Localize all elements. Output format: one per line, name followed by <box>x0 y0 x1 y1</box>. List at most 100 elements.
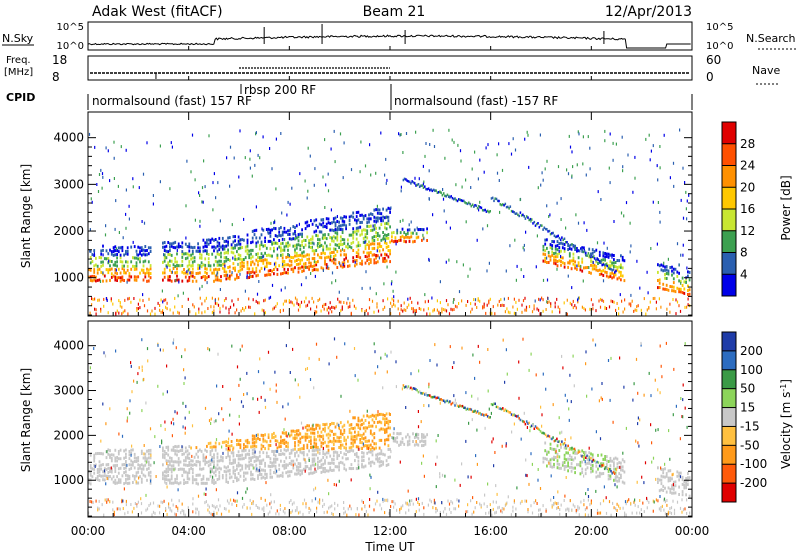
velocity-cell <box>327 432 330 436</box>
power-cell <box>115 311 117 315</box>
velocity-cell <box>560 466 562 470</box>
power-cell <box>420 184 422 187</box>
power-cell <box>447 303 449 307</box>
power-cell <box>213 245 215 249</box>
velocity-cell <box>238 414 240 418</box>
power-cell <box>283 226 286 230</box>
power-cell <box>273 306 275 310</box>
power-cell <box>184 242 187 246</box>
velocity-cell <box>667 510 669 514</box>
velocity-cell <box>174 477 177 481</box>
power-cell <box>144 245 147 248</box>
power-cell <box>220 245 222 249</box>
power-cell <box>423 308 425 312</box>
velocity-cell <box>174 467 177 471</box>
power-cell <box>327 172 329 176</box>
velocity-cell <box>140 449 143 453</box>
power-cell <box>400 133 402 136</box>
velocity-cell <box>308 467 310 471</box>
velocity-cell <box>223 465 226 469</box>
velocity-cell <box>207 460 210 464</box>
power-cell <box>364 244 367 248</box>
power-cell <box>288 232 291 236</box>
velocity-cell <box>458 504 460 508</box>
power-cell <box>123 279 125 282</box>
velocity-cell <box>368 461 370 465</box>
velocity-cell <box>473 510 475 514</box>
velocity-cell <box>394 502 396 506</box>
velocity-cell <box>382 427 384 431</box>
velocity-cell <box>382 417 384 421</box>
velocity-cell <box>315 453 318 457</box>
velocity-cell <box>329 454 332 458</box>
power-cell <box>474 150 476 154</box>
power-cell <box>322 251 325 255</box>
power-cell <box>232 251 235 255</box>
power-cell <box>297 233 300 237</box>
velocity-cell <box>505 444 507 448</box>
power-cell <box>257 263 259 267</box>
power-cell <box>239 239 241 243</box>
power-cell <box>400 308 402 312</box>
power-cell <box>121 249 124 253</box>
power-cell <box>306 265 309 269</box>
power-cell <box>292 267 295 271</box>
power-cell <box>688 292 691 296</box>
power-cell <box>95 256 97 260</box>
velocity-cell <box>184 416 186 420</box>
velocity-cell <box>369 443 372 447</box>
power-cell <box>444 156 446 160</box>
power-cell <box>415 184 417 187</box>
power-cell <box>283 267 286 271</box>
velocity-cell <box>146 467 148 471</box>
velocity-cell <box>327 478 329 482</box>
velocity-cell <box>232 454 235 458</box>
power-cell <box>185 204 187 208</box>
power-cell <box>612 141 614 145</box>
velocity-cell <box>616 457 619 461</box>
velocity-cell <box>109 453 111 457</box>
power-cell <box>255 299 257 303</box>
power-cell <box>91 200 93 204</box>
power-cell <box>311 241 314 245</box>
velocity-cell <box>619 465 621 469</box>
power-cell <box>243 308 245 312</box>
velocity-cell <box>147 359 149 363</box>
power-cell <box>619 293 621 297</box>
velocity-cell <box>255 437 258 441</box>
velocity-cell <box>214 441 217 445</box>
velocity-cell <box>328 492 330 496</box>
power-cell <box>681 276 684 280</box>
velocity-cell <box>583 503 585 507</box>
power-cell <box>439 280 441 284</box>
velocity-cell <box>318 466 321 469</box>
power-cell <box>98 173 101 176</box>
power-cell <box>685 277 687 281</box>
power-cell <box>340 300 342 304</box>
power-cell <box>574 260 576 264</box>
velocity-cell <box>448 502 451 506</box>
velocity-cell <box>387 426 390 430</box>
power-cell <box>474 204 476 207</box>
velocity-cell <box>422 436 425 440</box>
power-cell <box>390 206 392 210</box>
velocity-cell <box>209 450 212 454</box>
power-cell <box>212 181 214 185</box>
velocity-cell <box>417 425 420 429</box>
power-cell <box>141 220 143 223</box>
power-cell <box>385 253 388 257</box>
power-cell <box>387 215 390 219</box>
velocity-cell <box>658 489 661 493</box>
power-cell <box>367 312 369 316</box>
power-cell <box>537 186 539 190</box>
power-cell <box>311 249 314 253</box>
power-cell <box>230 250 233 254</box>
power-cell <box>574 304 576 308</box>
velocity-cell <box>311 431 314 435</box>
power-cell <box>542 309 544 313</box>
velocity-cell <box>188 471 191 475</box>
power-cell <box>561 246 564 250</box>
velocity-cell <box>181 449 184 452</box>
power-cell <box>399 235 402 239</box>
velocity-cell <box>295 468 298 472</box>
